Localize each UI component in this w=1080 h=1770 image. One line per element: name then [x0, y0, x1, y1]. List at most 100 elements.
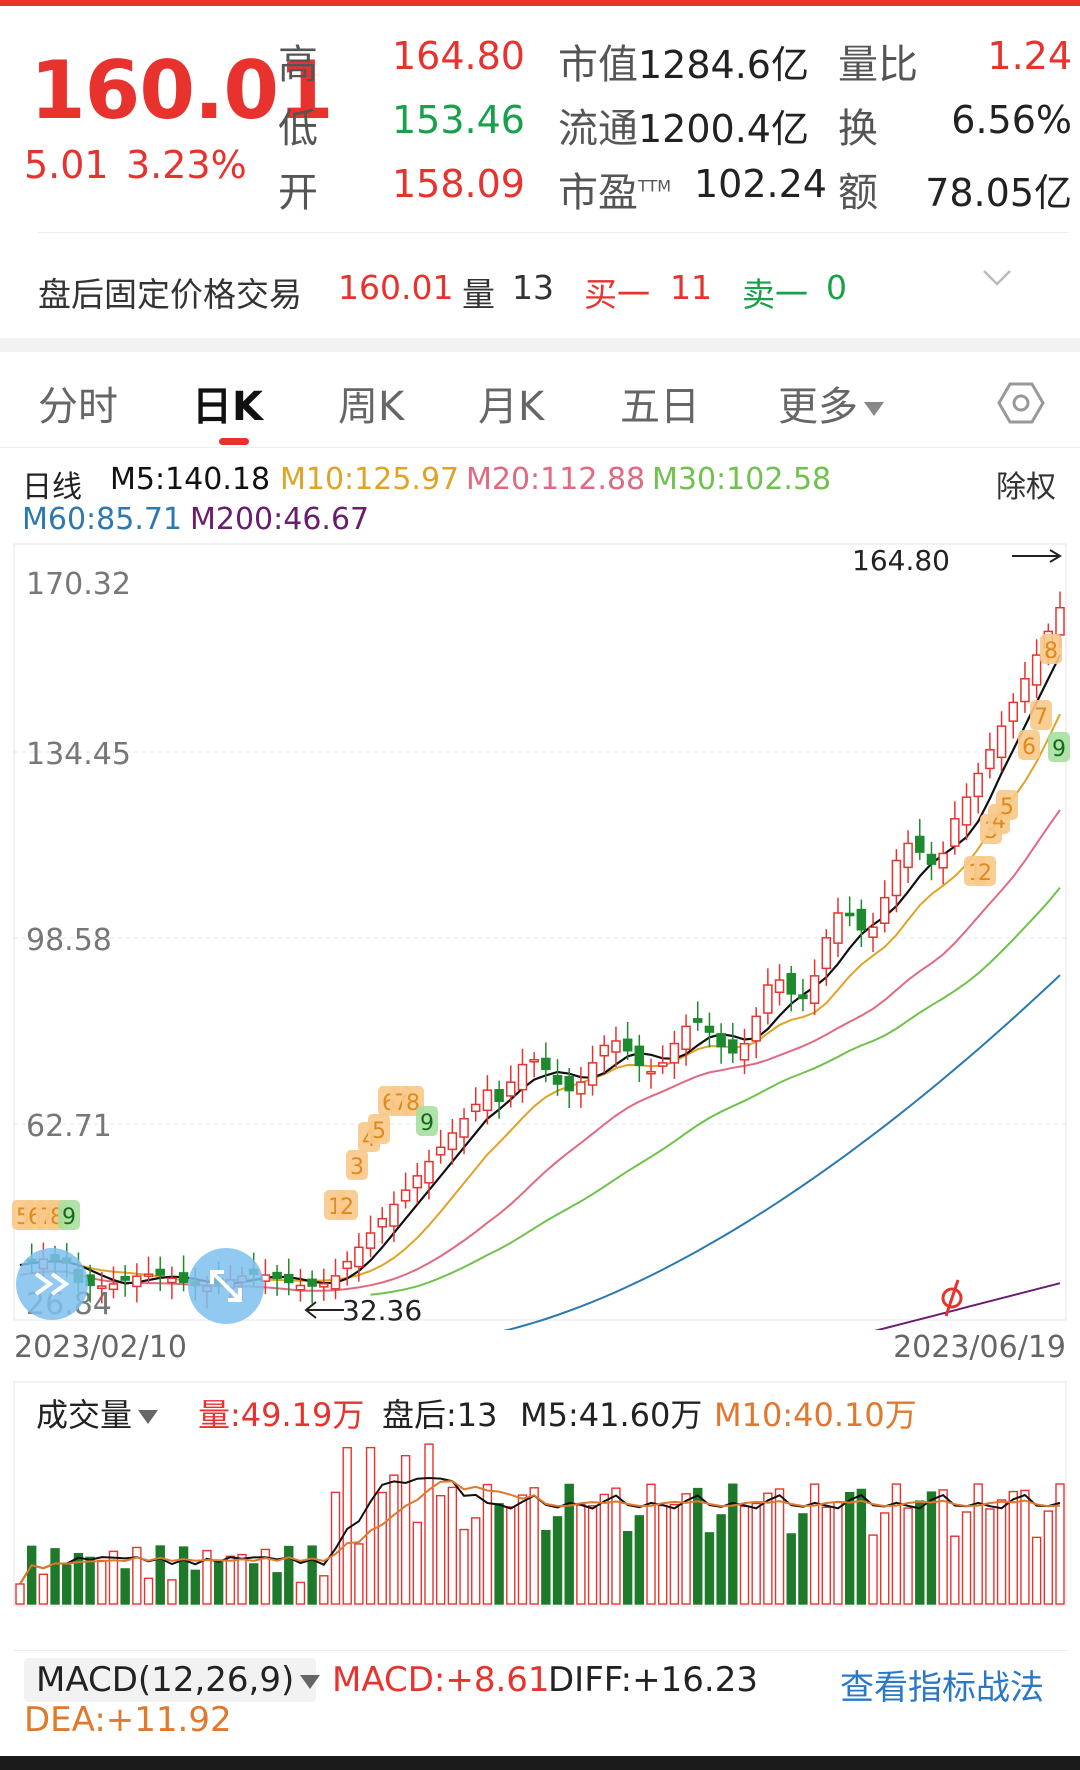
volume-bar — [833, 1501, 843, 1605]
candle-body — [915, 835, 925, 853]
high-value: 164.80 — [392, 34, 525, 78]
candle-body — [739, 1042, 750, 1061]
section-gap — [0, 338, 1080, 352]
volume-bar — [950, 1535, 960, 1605]
volume-bar — [132, 1546, 142, 1605]
y-tick-label: 134.45 — [26, 737, 131, 772]
macd-selector-label[interactable]: MACD(12,26,9) — [36, 1660, 321, 1700]
after-hours-label: 盘后固定价格交易 — [38, 275, 302, 314]
volume-bar — [260, 1548, 271, 1605]
low-price-marker: 32.36 — [342, 1294, 422, 1327]
volume-bar — [365, 1446, 376, 1605]
candle-body — [167, 1277, 177, 1284]
y-tick-label: 170.32 — [26, 567, 131, 602]
volume-bar — [985, 1508, 995, 1605]
candle-body — [447, 1132, 458, 1151]
open-value: 158.09 — [392, 162, 525, 206]
after-hours-price: 160.01 — [338, 268, 454, 307]
expand-icon — [210, 1270, 242, 1302]
volume-bar — [319, 1575, 329, 1605]
volume-bar — [342, 1446, 352, 1605]
candle-body — [786, 972, 796, 995]
pe-value: 102.24 — [694, 162, 827, 206]
signal-badge — [974, 856, 996, 886]
tab-more[interactable]: 更多 — [778, 374, 884, 432]
tab-weekly-k[interactable]: 周K — [338, 384, 405, 430]
signal-badge — [346, 1150, 368, 1180]
ask1-value: 0 — [826, 268, 847, 307]
candle-body — [833, 912, 843, 944]
tab-monthly-k[interactable]: 月K — [478, 384, 545, 430]
volume-frame — [13, 1381, 1067, 1607]
candle-body — [844, 912, 855, 917]
signal-badge — [1018, 730, 1040, 760]
candle-body — [985, 749, 995, 770]
settings-icon[interactable] — [996, 378, 1046, 428]
signal-badge — [336, 1190, 358, 1220]
tab-five-day[interactable]: 五日 — [620, 384, 700, 430]
chart-period-tabs: 分时 日K 周K 月K 五日 更多 — [0, 352, 1080, 448]
volume-bar — [459, 1528, 469, 1605]
volume-bar — [506, 1506, 516, 1605]
macd-panel — [14, 1650, 1068, 1760]
divider — [38, 232, 1068, 233]
volume-bar — [576, 1503, 586, 1605]
volume-bar — [891, 1483, 902, 1605]
after-hours-row[interactable]: 盘后固定价格交易 160.01 量 13 买一 11 卖一 0 — [0, 250, 1080, 330]
signal-badge-label: 5 — [1000, 795, 1014, 820]
volume-bar — [249, 1563, 259, 1605]
candle-body — [435, 1146, 446, 1156]
price-change: 5.01 — [24, 143, 109, 187]
y-tick-label: 98.58 — [26, 923, 112, 958]
ma30-value: M30:102.58 — [652, 462, 832, 497]
volume-bar — [926, 1491, 937, 1605]
macd-selector[interactable] — [24, 1658, 316, 1702]
candle-body — [284, 1273, 294, 1284]
candle-body — [657, 1062, 668, 1067]
volume-bar — [868, 1534, 878, 1605]
chart-frame — [13, 543, 1067, 1321]
candle-body — [1008, 701, 1019, 722]
candle-body — [564, 1076, 574, 1092]
float-label: 流通 — [558, 106, 638, 152]
candle-body — [774, 979, 785, 994]
candle-body — [646, 1070, 656, 1075]
volume-bar — [1031, 1536, 1042, 1605]
indicator-strategy-link[interactable]: 查看指标战法 — [840, 1668, 1044, 1708]
volume-bar — [1055, 1483, 1065, 1605]
high-arrow-head-icon — [1049, 549, 1062, 563]
volume-bar — [728, 1483, 738, 1605]
adjust-toggle[interactable]: 除权 — [996, 470, 1056, 505]
y-tick-label: 62.71 — [26, 1109, 112, 1144]
volume-bar — [237, 1553, 247, 1605]
volume-bar — [1043, 1510, 1054, 1605]
volume-bar — [821, 1506, 831, 1605]
signal-badge — [416, 1106, 438, 1136]
candle-body — [120, 1275, 130, 1281]
macd-value: MACD:+8.61 — [332, 1660, 550, 1700]
volume-indicator-selector[interactable]: 成交量 — [36, 1390, 159, 1436]
volume-m10: M10:40.10万 — [714, 1396, 917, 1434]
tab-daily-k[interactable]: 日K — [192, 384, 263, 430]
kline-chart[interactable]: 170.32134.4598.5862.7126.845678912345678… — [0, 540, 1080, 1330]
volume-bar — [272, 1572, 282, 1605]
signal-badge — [368, 1114, 390, 1144]
expand-arrow-icon — [228, 1288, 242, 1302]
volume-chart[interactable] — [0, 1380, 1080, 1610]
chevron-down-icon[interactable] — [982, 262, 1012, 292]
volume-bar — [704, 1532, 715, 1605]
volume-bar — [599, 1493, 609, 1605]
ex-rights-icon-stroke — [944, 1279, 960, 1317]
volume-bar — [763, 1492, 773, 1605]
volume-bar — [541, 1529, 551, 1605]
candle-body — [634, 1045, 645, 1067]
tab-intraday[interactable]: 分时 — [38, 384, 118, 430]
volume-bar — [412, 1521, 423, 1605]
volume-bar — [587, 1505, 598, 1605]
volratio-label: 量比 — [838, 42, 918, 88]
mktcap-label: 市值 — [558, 42, 638, 88]
volume-bar — [716, 1514, 726, 1605]
volume-bar — [494, 1503, 504, 1605]
candle-body — [365, 1232, 376, 1249]
volume-bar — [961, 1511, 972, 1605]
